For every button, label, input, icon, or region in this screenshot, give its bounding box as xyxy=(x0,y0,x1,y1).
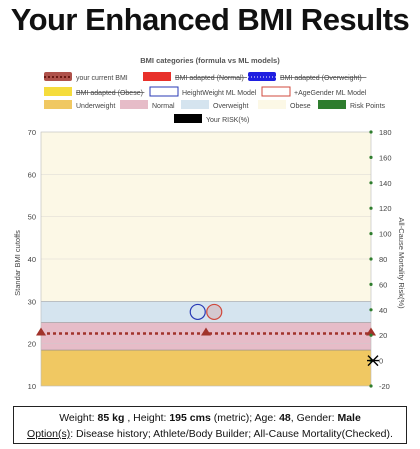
legend-label: Underweight xyxy=(76,103,115,110)
summary-box: Weight: 85 kg , Height: 195 cms (metric)… xyxy=(13,406,407,444)
right-tick-label: 100 xyxy=(379,230,392,239)
gender-value: Male xyxy=(337,412,361,424)
left-tick-label: 70 xyxy=(28,128,36,137)
legend-item-underweight: Underweight xyxy=(44,100,115,110)
weight-value: 85 kg xyxy=(97,412,125,424)
legend-label: Risk Points xyxy=(350,103,386,110)
bmi-chart: BMI categories (formula vs ML models) yo… xyxy=(13,56,406,391)
summary-line-2: Option(s): Disease history; Athlete/Body… xyxy=(14,426,406,442)
legend-swatch xyxy=(258,100,286,109)
legend-item-obese: Obese xyxy=(258,100,311,110)
risk-point xyxy=(369,232,373,236)
legend-swatch xyxy=(143,72,171,81)
left-axis: 10 20 30 40 50 60 70 xyxy=(28,128,36,391)
left-tick-label: 10 xyxy=(28,382,36,391)
heightweight-model-marker xyxy=(189,303,206,321)
legend-swatch xyxy=(149,86,179,97)
legend-swatch xyxy=(318,100,346,109)
right-tick-label: 60 xyxy=(379,280,387,289)
legend-swatch xyxy=(248,72,276,81)
options-text: : Disease history; Athlete/Body Builder;… xyxy=(70,428,393,440)
legend-label: Overweight xyxy=(213,103,248,110)
legend-label: BMI adapted (Obese) xyxy=(76,90,143,97)
legend-swatch xyxy=(174,114,202,123)
band-overweight xyxy=(41,301,371,323)
right-tick-label: 20 xyxy=(379,331,387,340)
right-axis: -20 0 20 40 60 80 100 120 140 160 180 xyxy=(367,128,392,391)
right-tick-label: 180 xyxy=(379,128,392,137)
right-tick-label: 140 xyxy=(379,179,392,188)
left-tick-label: 30 xyxy=(28,297,36,306)
risk-point xyxy=(369,155,373,159)
current-bmi-marker xyxy=(36,327,46,336)
right-tick-label: 0 xyxy=(379,357,383,366)
plot-area xyxy=(36,131,376,387)
your-risk-marker xyxy=(367,355,379,367)
risk-point xyxy=(369,384,373,388)
legend-label: HeightWeight ML Model xyxy=(182,90,257,97)
height-value: 195 cms xyxy=(169,412,211,424)
left-tick-label: 20 xyxy=(28,340,36,349)
height-label: , Height: xyxy=(127,412,167,424)
risk-point xyxy=(369,181,373,185)
left-tick-label: 60 xyxy=(28,170,36,179)
risk-point xyxy=(369,130,373,134)
risk-point xyxy=(369,206,373,210)
band-underweight xyxy=(41,350,371,386)
risk-point xyxy=(369,333,373,337)
weight-label: Weight: xyxy=(59,412,95,424)
risk-point xyxy=(369,282,373,286)
legend-label: Obese xyxy=(290,103,311,110)
right-tick-label: 160 xyxy=(379,153,392,162)
legend-item-agegender-ml-model: +AgeGender ML Model xyxy=(261,86,367,97)
chart-title: BMI categories (formula vs ML models) xyxy=(140,56,280,65)
right-axis-label: All-Cause Mortality Risk(%) xyxy=(397,217,406,309)
age-value: 48 xyxy=(279,412,291,424)
left-tick-label: 50 xyxy=(28,213,36,222)
legend-item-normal: Normal xyxy=(120,100,175,110)
legend-label: your current BMI xyxy=(76,75,128,82)
legend-swatch xyxy=(261,86,291,97)
right-tick-label: 120 xyxy=(379,204,392,213)
legend-label: BMI adapted (Normal) xyxy=(175,75,244,82)
legend-item-bmi-adapted-obese: BMI adapted (Obese) xyxy=(44,87,145,97)
legend-item-your-risk: Your RISK(%) xyxy=(174,114,249,124)
gender-label: , Gender: xyxy=(290,412,335,424)
legend-label: +AgeGender ML Model xyxy=(294,90,367,97)
legend-item-bmi-adapted-overweight: BMI adapted (Overweight) xyxy=(248,72,367,82)
risk-point xyxy=(369,257,373,261)
chart-legend: your current BMI BMI adapted (Normal) BMI … xyxy=(44,72,386,124)
left-axis-label: Standar BMI cutoffs xyxy=(13,230,22,296)
left-tick-label: 40 xyxy=(28,255,36,264)
your-risk-x xyxy=(367,355,379,367)
legend-item-heightweight-ml-model: HeightWeight ML Model xyxy=(149,86,257,97)
agegender-model-marker xyxy=(206,303,223,321)
legend-swatch xyxy=(181,100,209,109)
legend-item-overweight: Overweight xyxy=(181,100,248,110)
legend-label: Your RISK(%) xyxy=(206,117,249,124)
legend-swatch xyxy=(44,100,72,109)
right-tick-label: 80 xyxy=(379,255,387,264)
legend-swatch xyxy=(120,100,148,109)
risk-point xyxy=(369,308,373,312)
current-bmi-marker xyxy=(201,327,211,336)
summary-line-1: Weight: 85 kg , Height: 195 cms (metric)… xyxy=(14,410,406,426)
legend-item-your-current-bmi: your current BMI xyxy=(44,72,128,82)
current-bmi-marker xyxy=(366,327,376,336)
legend-label: Normal xyxy=(152,103,175,110)
right-tick-label: 40 xyxy=(379,306,387,315)
legend-swatch xyxy=(44,87,72,96)
band-normal xyxy=(41,322,371,351)
page-title: Your Enhanced BMI Results xyxy=(10,2,410,37)
right-tick-label: -20 xyxy=(379,382,390,391)
legend-label: BMI adapted (Overweight) xyxy=(280,75,362,82)
options-label: Option(s) xyxy=(27,428,71,440)
legend-item-risk-points: Risk Points xyxy=(318,100,386,110)
unit-note: (metric); Age: xyxy=(213,412,277,424)
legend-item-bmi-adapted-normal: BMI adapted (Normal) xyxy=(143,72,247,82)
